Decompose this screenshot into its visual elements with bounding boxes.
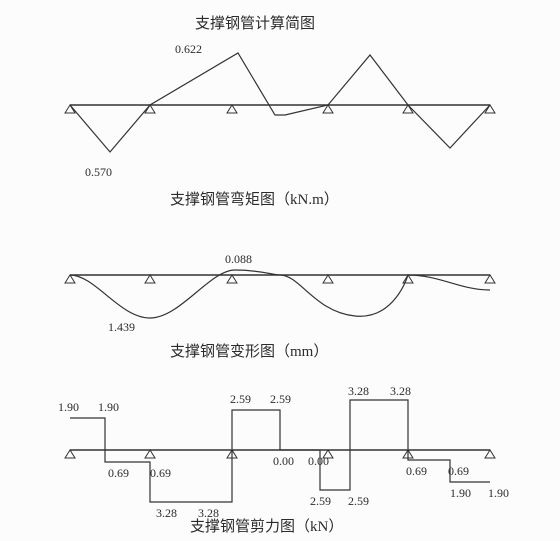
diagram-svg xyxy=(0,0,560,541)
